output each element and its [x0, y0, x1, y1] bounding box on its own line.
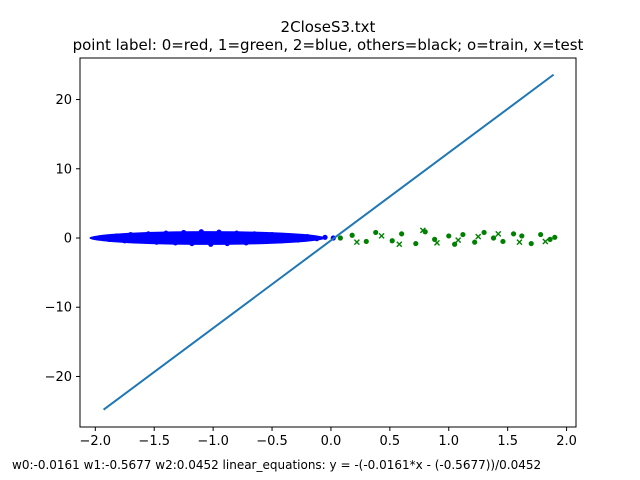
blue-train-point — [322, 234, 328, 240]
blue-train-point — [208, 241, 214, 247]
x-tick-label: 0.0 — [321, 434, 342, 449]
decision-boundary-line — [102, 73, 555, 411]
blue-train-point — [216, 229, 222, 235]
data-points — [100, 227, 558, 248]
x-tick-label: 1.0 — [438, 434, 459, 449]
blue-train-point — [128, 231, 134, 238]
blue-train-point — [295, 237, 301, 243]
blue-train-point — [198, 229, 204, 235]
blue-train-point — [153, 239, 160, 245]
blue-train-point — [122, 238, 128, 244]
x-tick-label: −1.0 — [197, 434, 229, 449]
green-train-point — [528, 240, 534, 247]
blue-train-point — [181, 229, 187, 236]
blue-train-point — [189, 240, 195, 247]
blue-train-point — [224, 240, 230, 247]
y-tick-label: 10 — [55, 162, 72, 177]
blue-train-point — [269, 231, 275, 238]
green-train-point — [510, 231, 517, 237]
green-test-point — [516, 239, 523, 246]
green-train-point — [538, 231, 544, 238]
green-train-point — [389, 238, 395, 244]
green-train-point — [337, 235, 343, 241]
x-tick-label: 2.0 — [556, 434, 577, 449]
green-test-point — [475, 233, 482, 240]
green-train-point — [432, 236, 438, 242]
green-test-point — [455, 237, 462, 244]
green-train-point — [472, 239, 478, 245]
green-train-point — [413, 240, 419, 247]
blue-train-point — [314, 236, 320, 242]
x-tick-label: 0.5 — [380, 434, 401, 449]
green-train-point — [452, 241, 458, 247]
green-train-point — [373, 229, 379, 236]
x-axis: −2.0 −1.5 −1.0 −0.5 0.0 0.5 1.0 1.5 2.0 — [80, 427, 577, 449]
x-tick-label: −1.5 — [138, 434, 170, 449]
y-tick-label: −20 — [45, 370, 72, 385]
blue-train-point — [234, 230, 240, 236]
green-train-point — [460, 231, 466, 238]
green-test-point — [396, 241, 403, 248]
blue-train-point — [113, 233, 120, 239]
axes-frame — [79, 57, 577, 428]
green-train-point — [547, 236, 553, 242]
plot-area — [89, 73, 558, 411]
blue-train-point — [172, 240, 179, 246]
weights-footer: w0:-0.0161 w1:-0.5677 w2:0.0452 linear_e… — [12, 458, 541, 472]
blue-train-point — [243, 240, 249, 246]
green-test-point — [495, 230, 502, 237]
green-train-point — [446, 233, 452, 239]
chart-subtitle: point label: 0=red, 1=green, 2=blue, oth… — [73, 36, 584, 54]
blue-train-point — [260, 238, 266, 245]
blue-train-point — [304, 234, 310, 240]
y-tick-label: −10 — [45, 301, 72, 316]
y-tick-label: 0 — [64, 232, 72, 247]
green-train-point — [500, 238, 506, 245]
blue-train-point — [251, 231, 257, 237]
green-train-point — [399, 231, 405, 237]
green-test-point — [542, 238, 549, 245]
x-tick-label: 1.5 — [497, 434, 518, 449]
blue-train-point — [106, 236, 113, 242]
green-train-point — [481, 229, 487, 236]
y-tick-label: 20 — [55, 93, 72, 108]
green-test-point — [378, 232, 385, 239]
blue-train-point — [287, 233, 293, 239]
blue-train-point — [145, 231, 151, 237]
green-train-point — [552, 234, 558, 240]
x-tick-label: −2.0 — [80, 434, 112, 449]
green-train-point — [519, 233, 525, 239]
x-tick-label: −0.5 — [256, 434, 288, 449]
blue-train-point — [136, 237, 142, 243]
blue-train-point — [100, 234, 107, 240]
green-test-point — [353, 239, 360, 246]
green-test-point — [419, 227, 426, 234]
blue-train-point — [163, 230, 169, 236]
green-train-point — [349, 232, 355, 238]
y-axis: −20 −10 0 10 20 — [45, 93, 80, 385]
chart-title: 2CloseS3.txt — [281, 18, 376, 36]
green-test-point — [433, 239, 440, 246]
green-train-point — [363, 238, 369, 245]
green-train-point — [490, 235, 497, 241]
blue-train-point — [278, 238, 285, 244]
